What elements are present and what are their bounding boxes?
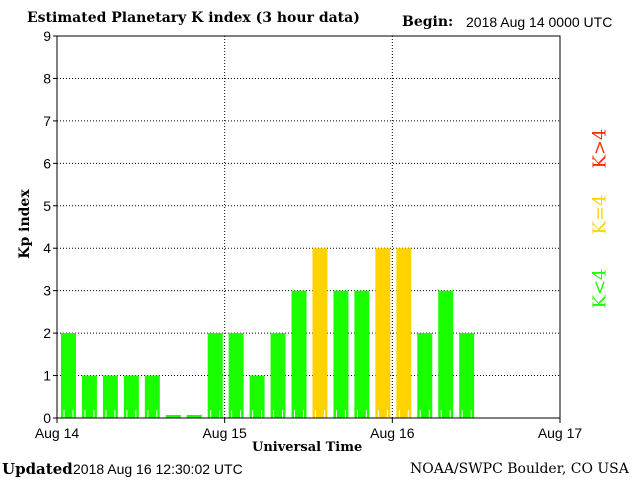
x-tick-label: Aug 15 bbox=[202, 425, 247, 441]
y-tick-label: 4 bbox=[43, 240, 51, 256]
legend-k-less-4: K<4 bbox=[589, 268, 611, 309]
kp-bar bbox=[333, 290, 349, 418]
kp-bar bbox=[291, 290, 307, 418]
kp-bar bbox=[228, 333, 244, 418]
updated-value: 2018 Aug 16 12:30:02 UTC bbox=[73, 461, 243, 477]
kp-bar bbox=[207, 333, 223, 418]
kp-bar bbox=[165, 415, 181, 418]
kp-bar bbox=[396, 248, 412, 418]
updated-label: Updated bbox=[2, 460, 73, 478]
y-tick-label: 6 bbox=[43, 155, 51, 171]
y-axis-label: Kp index bbox=[17, 189, 33, 259]
kp-bar bbox=[312, 248, 328, 418]
x-tick-label: Aug 14 bbox=[35, 425, 80, 441]
legend-k-equal-4: K=4 bbox=[589, 194, 611, 235]
x-tick-label: Aug 16 bbox=[370, 425, 415, 441]
kp-bar bbox=[270, 333, 286, 418]
plot-frame bbox=[56, 35, 561, 419]
kp-bar bbox=[438, 290, 454, 418]
kp-bar bbox=[249, 375, 265, 418]
source-label: NOAA/SWPC Boulder, CO USA bbox=[410, 461, 629, 477]
y-tick-label: 5 bbox=[43, 198, 51, 214]
legend-k-greater-4: K>4 bbox=[589, 128, 611, 169]
kp-bar bbox=[375, 248, 391, 418]
y-tick-label: 1 bbox=[43, 368, 51, 384]
kp-bar bbox=[61, 333, 76, 418]
kp-bar bbox=[102, 375, 118, 418]
y-tick-label: 0 bbox=[43, 410, 51, 426]
kp-bar bbox=[144, 375, 160, 418]
begin-label: Begin: bbox=[402, 14, 454, 30]
kp-bar bbox=[123, 375, 139, 418]
kp-bar bbox=[81, 375, 97, 418]
y-tick-label: 8 bbox=[43, 70, 51, 86]
kp-bar bbox=[459, 333, 475, 418]
x-tick-label: Aug 17 bbox=[538, 425, 583, 441]
y-tick-label: 7 bbox=[43, 113, 51, 129]
kp-bar bbox=[186, 415, 202, 418]
y-tick-label: 3 bbox=[43, 283, 51, 299]
kp-bar bbox=[417, 333, 433, 418]
x-axis-label: Universal Time bbox=[252, 440, 363, 455]
kp-bar bbox=[354, 290, 370, 418]
begin-value: 2018 Aug 14 0000 UTC bbox=[466, 14, 613, 30]
y-tick-label: 2 bbox=[43, 325, 51, 341]
y-tick-label: 9 bbox=[43, 28, 51, 44]
chart-title: Estimated Planetary K index (3 hour data… bbox=[27, 10, 360, 26]
